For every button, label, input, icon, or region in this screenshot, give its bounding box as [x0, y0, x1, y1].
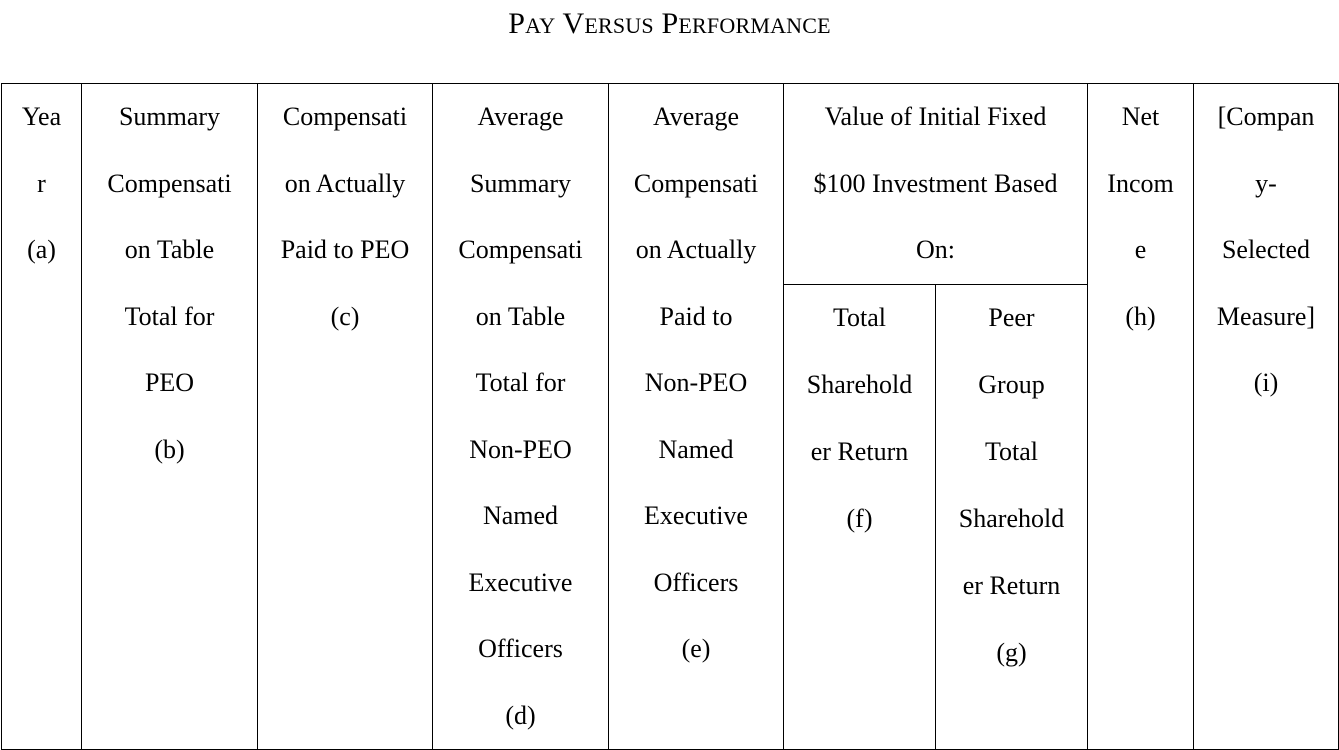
- header-line: Non-PEO: [469, 434, 572, 464]
- header-peer-group-tsr: Peer Group Total Sharehold er Return (g): [935, 284, 1088, 750]
- header-text-f: Total Sharehold er Return (f): [785, 286, 935, 554]
- header-line: On:: [916, 235, 955, 264]
- header-line: Average: [477, 102, 564, 131]
- header-line: [Compan: [1217, 102, 1315, 131]
- header-line: (c): [330, 301, 360, 331]
- header-line: Peer: [988, 303, 1035, 332]
- header-line: (h): [1125, 301, 1156, 331]
- header-line: on Table: [475, 301, 566, 331]
- title-word-1: PAY: [508, 7, 556, 40]
- header-line: Named: [482, 501, 559, 530]
- header-compensation-actually-paid-peo: Compensati on Actually Paid to PEO (c): [257, 83, 433, 750]
- header-line: Net: [1121, 102, 1160, 131]
- header-line: Value of Initial Fixed: [824, 102, 1047, 131]
- header-company-selected-measure: [Compan y- Selected Measure] (i): [1193, 83, 1339, 750]
- header-line: y-: [1255, 168, 1277, 198]
- header-line: Sharehold: [806, 370, 913, 399]
- page-title: PAY VERSUS PERFORMANCE: [0, 2, 1339, 48]
- header-line: e: [1134, 235, 1147, 264]
- header-line: Average: [652, 102, 740, 131]
- header-line: Total: [832, 303, 887, 332]
- header-line: Incom: [1107, 168, 1174, 198]
- header-line: (i): [1253, 368, 1279, 397]
- header-text-d: Average Summary Compensati on Table Total fo…: [434, 85, 608, 749]
- header-text-b: Summary Compensati on Table Total for PEO (b): [83, 85, 257, 484]
- header-line: Total for: [475, 368, 566, 397]
- header-line: Officers: [478, 634, 563, 663]
- header-line: on Table: [124, 235, 215, 264]
- header-line: Compensati: [282, 102, 408, 131]
- header-line: on Actually: [635, 235, 757, 264]
- header-line: Measure]: [1216, 301, 1316, 331]
- header-line: Executive: [468, 567, 573, 597]
- header-line: Summary: [118, 102, 221, 131]
- header-line: (g): [996, 638, 1027, 667]
- header-line: (e): [681, 634, 711, 663]
- header-text-a: Yea r (a): [3, 85, 81, 284]
- header-line: Summary: [469, 168, 572, 198]
- header-line: (b): [154, 434, 185, 464]
- header-text-h: Net Incom e (h): [1089, 85, 1193, 351]
- header-text-c: Compensati on Actually Paid to PEO (c): [259, 85, 432, 351]
- header-line: Non-PEO: [644, 368, 748, 397]
- header-year: Yea r (a): [1, 83, 82, 750]
- header-line: (d): [505, 700, 536, 730]
- header-line: Yea: [21, 102, 62, 131]
- header-summary-compensation-peo: Summary Compensati on Table Total for PEO (b): [81, 83, 258, 750]
- header-text-g: Peer Group Total Sharehold er Return (g): [937, 286, 1087, 688]
- header-line: Sharehold: [958, 504, 1065, 533]
- header-line: r: [37, 168, 46, 198]
- header-line: er Return: [810, 437, 909, 466]
- header-total-shareholder-return: Total Sharehold er Return (f): [783, 284, 936, 750]
- header-line: Officers: [653, 567, 739, 597]
- header-net-income: Net Incom e (h): [1087, 83, 1194, 750]
- header-line: (f): [846, 504, 873, 533]
- header-line: Total: [984, 437, 1039, 466]
- header-line: Total for: [124, 301, 215, 331]
- header-line: Paid to: [659, 301, 733, 331]
- header-text-i: [Compan y- Selected Measure] (i): [1195, 85, 1338, 417]
- header-line: Group: [978, 370, 1045, 399]
- pay-versus-performance-table: Yea r (a) Summary Compensati on Table Total f…: [1, 83, 1339, 750]
- title-word-3: PERFORMANCE: [661, 7, 831, 40]
- header-line: (a): [27, 235, 56, 264]
- header-value-initial-investment: Value of Initial Fixed $100 Investment Ba…: [783, 83, 1088, 285]
- title-word-2: VERSUS: [562, 7, 654, 40]
- header-line: PEO: [144, 368, 195, 397]
- header-line: Paid to PEO: [280, 235, 410, 264]
- header-average-summary-compensation-non-peo: Average Summary Compensati on Table Total fo…: [432, 83, 609, 750]
- header-line: Named: [658, 434, 734, 464]
- header-text-e: Average Compensati on Actually Paid to Non-P…: [610, 85, 783, 683]
- header-line: er Return: [962, 571, 1061, 600]
- header-line: Compensati: [633, 168, 759, 198]
- header-line: Selected: [1221, 235, 1311, 264]
- header-line: on Actually: [284, 168, 406, 198]
- header-line: Compensati: [458, 235, 583, 264]
- header-line: Executive: [644, 501, 748, 530]
- header-average-compensation-actually-paid-non-peo: Average Compensati on Actually Paid to Non-P…: [608, 83, 784, 750]
- header-text-group: Value of Initial Fixed $100 Investment Ba…: [785, 85, 1087, 284]
- header-line: $100 Investment Based: [813, 168, 1058, 198]
- header-line: Compensati: [107, 168, 232, 198]
